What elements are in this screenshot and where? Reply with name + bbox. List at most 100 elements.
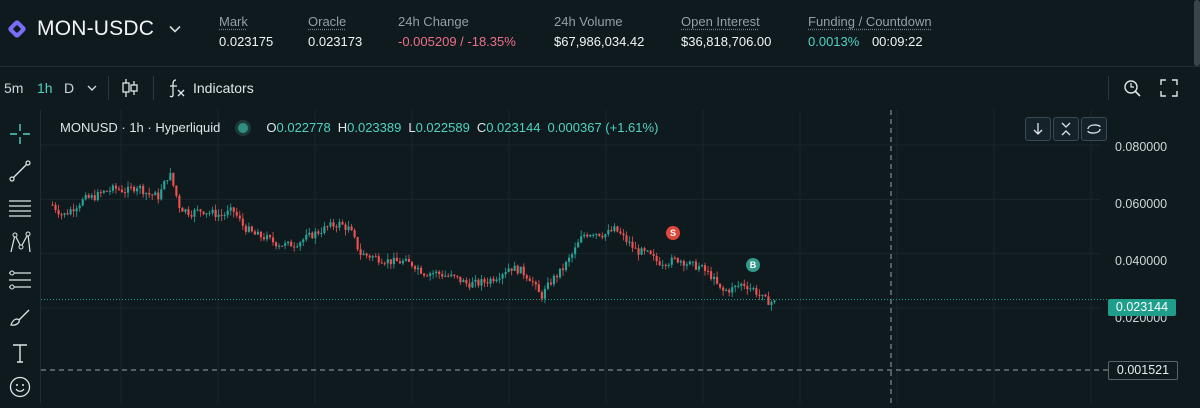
screenshot-search-icon[interactable]	[1122, 77, 1142, 99]
funding-countdown: 00:09:22	[871, 34, 923, 49]
price-chart[interactable]	[41, 110, 1200, 403]
candle-body	[407, 258, 411, 262]
oracle-label: Oracle	[308, 14, 347, 29]
indicators-fx-icon[interactable]	[167, 77, 187, 99]
timeframe-5m[interactable]: 5m	[4, 80, 24, 96]
fullscreen-icon[interactable]	[1159, 77, 1179, 99]
candle-body	[235, 211, 238, 216]
buy-marker[interactable]: B	[746, 258, 760, 272]
candle-body	[271, 237, 275, 243]
candle-body	[516, 265, 519, 274]
candle-body	[571, 254, 574, 258]
chevron-down-icon	[169, 25, 181, 33]
trend-line-icon[interactable]	[8, 159, 32, 183]
candle-body	[148, 192, 151, 195]
reset-chart-button[interactable]	[1081, 117, 1107, 141]
candle-body	[290, 241, 293, 247]
candlestick-plot[interactable]	[41, 110, 1200, 403]
candle-body	[365, 253, 368, 256]
scrollbar[interactable]	[1194, 0, 1200, 66]
candle-body	[380, 262, 383, 264]
text-tool-icon[interactable]	[8, 341, 32, 365]
candle-body	[347, 226, 350, 230]
brush-icon[interactable]	[8, 305, 32, 329]
volume-label: 24h Volume	[554, 14, 623, 29]
emoji-icon[interactable]	[8, 375, 32, 399]
candle-body	[486, 282, 489, 284]
candle-body	[658, 261, 661, 266]
candle-body	[501, 274, 504, 279]
timeframe-d[interactable]: D	[64, 80, 75, 96]
candle-body	[196, 209, 199, 211]
candle-body	[691, 261, 694, 263]
candle-body	[598, 233, 601, 236]
candle-body	[350, 226, 353, 231]
candle-body	[504, 271, 507, 275]
open-interest-value: $36,818,706.00	[681, 34, 772, 49]
candle-body	[465, 280, 468, 284]
candle-body	[302, 239, 305, 243]
candle-body	[649, 250, 652, 254]
candle-body	[329, 222, 332, 227]
candle-body	[63, 213, 66, 215]
candle-body	[540, 292, 543, 299]
candle-body	[193, 209, 196, 217]
scroll-down-button[interactable]	[1025, 117, 1051, 141]
candle-body	[268, 235, 272, 238]
candle-body	[78, 205, 81, 209]
candle-body	[667, 264, 670, 266]
candle-body	[419, 267, 423, 274]
candle-body	[643, 248, 646, 251]
candle-body	[716, 276, 719, 284]
pattern-tool-icon[interactable]	[8, 231, 32, 255]
candle-body	[111, 185, 114, 191]
sell-marker[interactable]: S	[666, 226, 680, 240]
candle-body	[719, 283, 722, 288]
candle-body	[728, 289, 731, 293]
collapse-button[interactable]	[1053, 117, 1079, 141]
candle-body	[199, 209, 202, 212]
candle-body	[211, 209, 214, 213]
horizontal-lines-icon[interactable]	[8, 196, 32, 220]
candle-body	[169, 172, 172, 181]
legend-symbol: MONUSD · 1h · Hyperliquid	[60, 120, 221, 135]
candle-body	[126, 186, 130, 193]
candle-body	[383, 263, 386, 265]
candle-body	[105, 190, 108, 192]
candle-body	[564, 261, 568, 271]
candle-body	[737, 285, 740, 287]
candle-body	[734, 285, 737, 288]
candle-body	[444, 275, 447, 277]
timeframe-1h[interactable]: 1h	[37, 80, 53, 96]
pair-selector[interactable]: MON-USDC	[6, 17, 182, 41]
prediction-tool-icon[interactable]	[8, 268, 32, 292]
candle-body	[362, 253, 365, 255]
candlestick-type-icon[interactable]	[120, 77, 140, 99]
indicators-button[interactable]: Indicators	[193, 80, 254, 96]
candle-body	[589, 234, 592, 237]
candle-body	[746, 286, 749, 290]
change-value: 0.000367 (+1.61%)	[547, 120, 659, 135]
candle-body	[139, 185, 142, 189]
candle-body	[368, 255, 371, 258]
candle-body	[335, 226, 338, 228]
candle-body	[740, 283, 743, 286]
candle-body	[450, 274, 453, 277]
mark-value: 0.023175	[219, 34, 274, 49]
candle-body	[568, 257, 571, 262]
candle-body	[214, 209, 217, 218]
candle-body	[314, 231, 317, 239]
timeframe-chevron-down-icon[interactable]	[86, 82, 98, 94]
candle-body	[99, 192, 102, 194]
candle-body	[435, 271, 438, 274]
candle-body	[498, 278, 501, 280]
candle-body	[244, 225, 247, 232]
candle-body	[308, 232, 311, 235]
candle-body	[601, 235, 604, 238]
candle-body	[129, 186, 133, 188]
candle-body	[432, 273, 435, 275]
candle-body	[619, 231, 622, 234]
candle-body	[423, 273, 426, 276]
candle-body	[217, 214, 220, 218]
crosshair-icon[interactable]	[8, 122, 32, 146]
